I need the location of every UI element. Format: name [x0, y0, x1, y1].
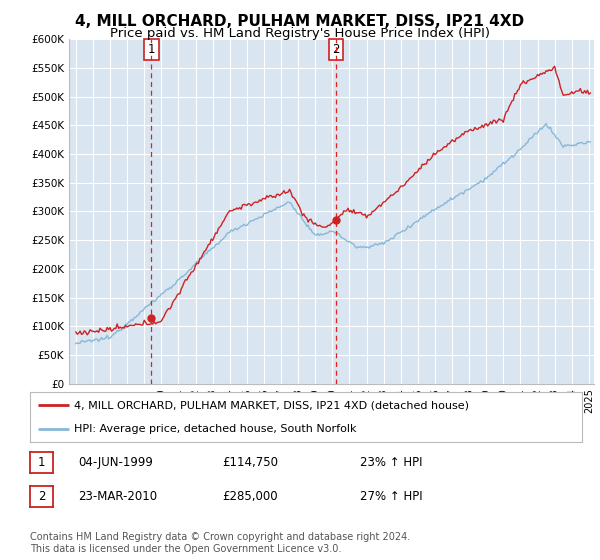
Text: 04-JUN-1999: 04-JUN-1999	[78, 456, 153, 469]
Text: £285,000: £285,000	[222, 489, 278, 503]
Text: 27% ↑ HPI: 27% ↑ HPI	[360, 489, 422, 503]
Text: 23% ↑ HPI: 23% ↑ HPI	[360, 456, 422, 469]
Text: HPI: Average price, detached house, South Norfolk: HPI: Average price, detached house, Sout…	[74, 424, 356, 435]
Text: 4, MILL ORCHARD, PULHAM MARKET, DISS, IP21 4XD: 4, MILL ORCHARD, PULHAM MARKET, DISS, IP…	[76, 14, 524, 29]
Text: Price paid vs. HM Land Registry's House Price Index (HPI): Price paid vs. HM Land Registry's House …	[110, 27, 490, 40]
Text: 1: 1	[38, 456, 45, 469]
Text: Contains HM Land Registry data © Crown copyright and database right 2024.
This d: Contains HM Land Registry data © Crown c…	[30, 532, 410, 554]
Text: 1: 1	[148, 43, 155, 56]
Text: 23-MAR-2010: 23-MAR-2010	[78, 489, 157, 503]
Text: 2: 2	[332, 43, 340, 56]
Text: 2: 2	[38, 489, 45, 503]
Text: £114,750: £114,750	[222, 456, 278, 469]
Text: 4, MILL ORCHARD, PULHAM MARKET, DISS, IP21 4XD (detached house): 4, MILL ORCHARD, PULHAM MARKET, DISS, IP…	[74, 400, 469, 410]
